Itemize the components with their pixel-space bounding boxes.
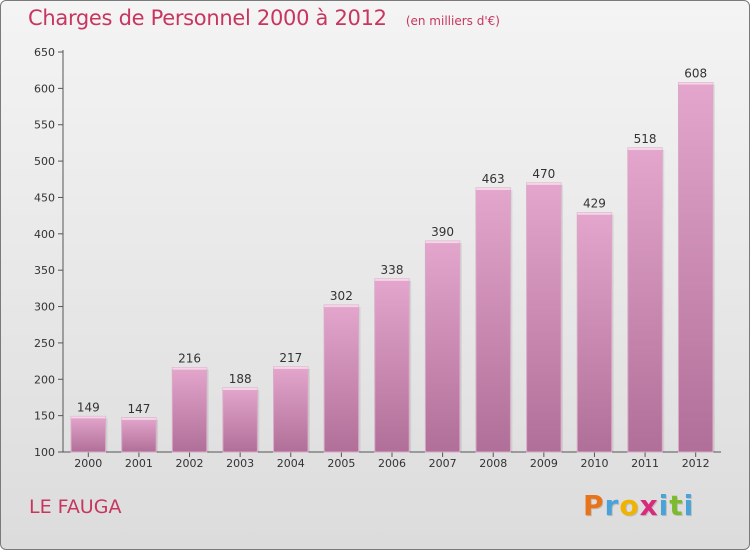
commune-name: LE FAUGA [29,496,122,518]
data-label-2010: 429 [583,197,606,211]
x-tick-label-2001: 2001 [125,457,153,470]
chart-labels: 149 147 216 188 217 302 338 390 463 470 429 518 608 [77,67,707,416]
data-label-2005: 302 [330,289,353,303]
y-tick-label: 500 [34,155,55,168]
data-label-2002: 216 [178,352,201,366]
bar-2012 [677,82,714,453]
x-tick-label-2011: 2011 [631,457,659,470]
y-tick-label: 550 [34,119,55,132]
y-tick-label: 150 [34,410,55,423]
data-label-2011: 518 [634,132,657,146]
y-tick-label: 400 [34,228,55,241]
chart-title-block: Charges de Personnel 2000 à 2012 (en mil… [28,6,500,30]
logo-letter: P [583,489,605,522]
bar-2011 [627,147,663,453]
y-tick-label: 250 [34,337,55,350]
y-tick-label: 100 [34,446,55,459]
logo-letter: i [658,489,670,522]
x-tick-label-2003: 2003 [226,457,254,470]
logo-letter: o [619,489,640,522]
bar-2006 [374,278,410,453]
bar-2009 [526,182,562,453]
data-label-2007: 390 [431,225,454,239]
x-tick-label-2006: 2006 [378,457,406,470]
data-label-2000: 149 [77,400,100,414]
y-tick-label: 350 [34,264,55,277]
bar-2005 [323,304,360,453]
bar-2001 [121,417,157,453]
chart-axes: 100 150 200 250 300 350 400 450 500 550 600 650 2000… [34,46,721,470]
data-label-2006: 338 [381,263,404,277]
x-tick-label-2012: 2012 [682,457,710,470]
bar-2000 [70,415,107,453]
y-tick-label: 600 [34,82,55,95]
x-tick-label-2008: 2008 [479,457,507,470]
chart-title: Charges de Personnel 2000 à 2012 [28,6,387,30]
bar-2007 [424,240,461,453]
x-tick-label-2005: 2005 [327,457,355,470]
x-tick-label-2004: 2004 [277,457,305,470]
bar-2002 [171,367,208,453]
logo-letter: t [669,489,684,522]
data-label-2001: 147 [127,402,150,416]
data-label-2003: 188 [229,372,252,386]
chart-bars [70,82,715,453]
proxiti-logo: Proxiti [583,489,694,522]
x-tick-label-2007: 2007 [429,457,457,470]
y-tick-label: 450 [34,191,55,204]
y-tick-label: 300 [34,301,55,314]
logo-letter: r [604,489,620,522]
bar-2004 [273,366,309,453]
x-tick-label-2009: 2009 [530,457,558,470]
bar-2008 [475,187,511,453]
y-tick-label: 200 [34,373,55,386]
y-tick-label: 650 [34,46,55,59]
logo-letter: x [639,489,659,522]
data-label-2009: 470 [532,167,555,181]
data-label-2012: 608 [684,67,707,81]
chart-subtitle: (en milliers d'€) [405,14,500,28]
bar-2010 [576,212,613,453]
x-tick-label-2002: 2002 [176,457,204,470]
data-label-2004: 217 [279,351,302,365]
x-tick-label-2000: 2000 [74,457,102,470]
bar-2003 [222,387,258,453]
logo-letter: i [683,489,695,522]
x-tick-label-2010: 2010 [580,457,608,470]
data-label-2008: 463 [482,172,505,186]
